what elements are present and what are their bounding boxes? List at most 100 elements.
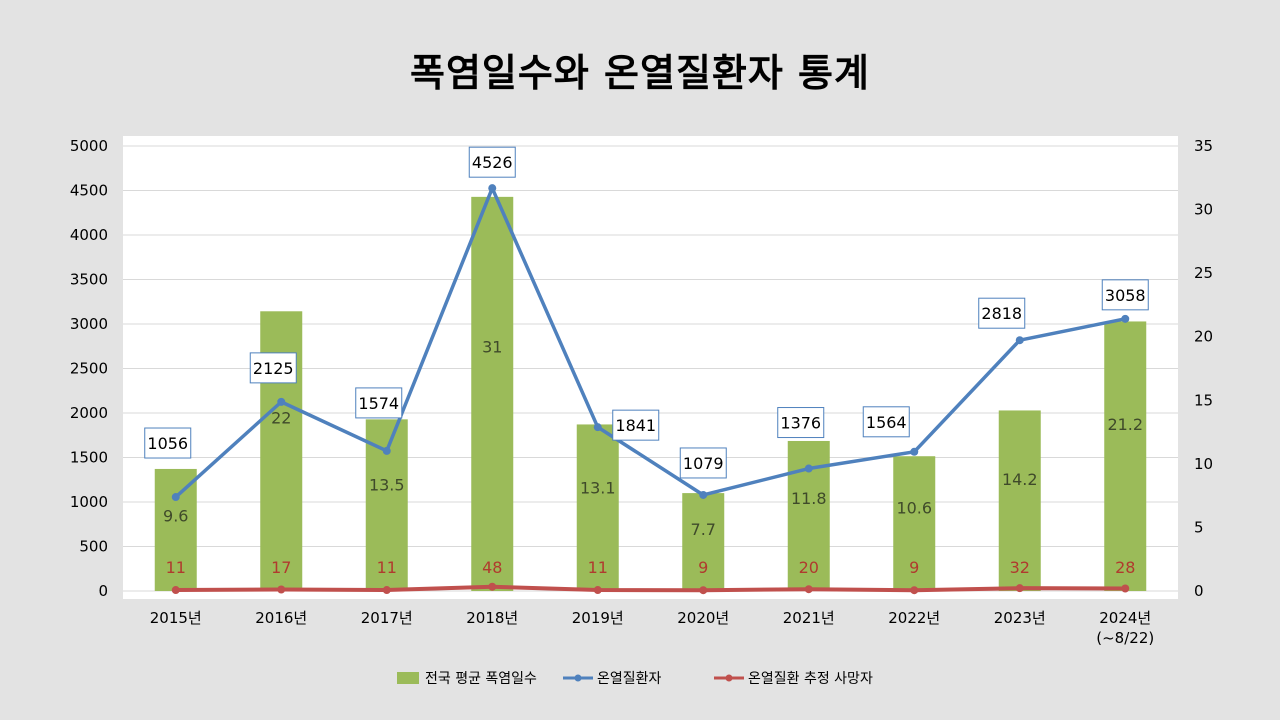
patient-label-box bbox=[468, 146, 516, 178]
patient-label-text: 1841 bbox=[615, 416, 656, 435]
y-right-tick-label: 10 bbox=[1194, 455, 1213, 473]
patient-data-label: 1564 bbox=[862, 406, 910, 438]
bar-data-label: 14.2 bbox=[1002, 470, 1038, 489]
y-right-tick-label: 0 bbox=[1194, 582, 1204, 600]
bar-data-label: 21.2 bbox=[1107, 415, 1143, 434]
death-data-label: 9 bbox=[698, 558, 708, 577]
deaths-point bbox=[593, 586, 602, 595]
x-tick-label: 2024년 bbox=[1099, 609, 1151, 627]
patient-data-label: 1056 bbox=[144, 427, 192, 459]
patient-data-label: 4526 bbox=[468, 146, 516, 178]
patient-data-label: 1574 bbox=[355, 387, 403, 419]
bar bbox=[576, 424, 619, 591]
deaths-point bbox=[1121, 584, 1130, 593]
y-left-tick-label: 5000 bbox=[70, 137, 108, 155]
x-tick-label: 2021년 bbox=[783, 609, 835, 627]
death-data-label: 32 bbox=[1010, 558, 1030, 577]
patients-point bbox=[277, 397, 286, 406]
patients-line bbox=[174, 186, 1127, 499]
patients-point bbox=[1015, 336, 1024, 345]
patient-label-text: 2125 bbox=[253, 359, 294, 378]
patient-label-text: 3058 bbox=[1105, 286, 1146, 305]
y-right-tick-label: 15 bbox=[1194, 391, 1213, 409]
x-tick-label: (~8/22) bbox=[1096, 629, 1154, 647]
chart-title: 폭염일수와 온열질환자 통계 bbox=[410, 51, 870, 95]
y-right-tick-label: 5 bbox=[1194, 518, 1204, 536]
y-left-tick-label: 4500 bbox=[70, 182, 108, 200]
patients-point bbox=[171, 493, 180, 502]
bar bbox=[471, 196, 514, 591]
patient-data-label: 1376 bbox=[777, 407, 825, 439]
x-tick-label: 2016년 bbox=[255, 609, 307, 627]
deaths-line bbox=[173, 584, 1128, 593]
patients-point bbox=[382, 446, 391, 455]
y-right-tick-label: 20 bbox=[1194, 328, 1213, 346]
y-right-tick-label: 25 bbox=[1194, 264, 1213, 282]
bar bbox=[998, 410, 1041, 591]
x-tick-label: 2019년 bbox=[572, 609, 624, 627]
bar bbox=[1104, 321, 1147, 591]
deaths-point bbox=[171, 586, 180, 595]
deaths-point bbox=[699, 586, 708, 595]
death-data-label: 11 bbox=[588, 558, 608, 577]
bar-data-label: 22 bbox=[271, 409, 291, 428]
patient-label-box bbox=[249, 352, 297, 384]
patient-label-box bbox=[144, 427, 192, 459]
x-tick-label: 2015년 bbox=[150, 609, 202, 627]
legend-swatch bbox=[397, 672, 419, 684]
bar-data-label: 13.5 bbox=[369, 476, 405, 495]
bar-data-label: 31 bbox=[482, 338, 502, 357]
patient-label-box bbox=[679, 447, 727, 479]
legend-label: 온열질환 추정 사망자 bbox=[748, 671, 873, 687]
bar-data-label: 9.6 bbox=[163, 506, 188, 525]
death-data-label: 11 bbox=[166, 558, 186, 577]
y-left-tick-label: 3000 bbox=[70, 315, 108, 333]
bar bbox=[893, 456, 936, 591]
deaths-point bbox=[1015, 584, 1024, 593]
patient-label-text: 1376 bbox=[780, 414, 821, 433]
x-tick-label: 2018년 bbox=[466, 609, 518, 627]
y-right-tick-label: 35 bbox=[1194, 137, 1213, 155]
patients-point bbox=[699, 490, 708, 499]
legend-item: 온열질환자 bbox=[563, 671, 662, 687]
deaths-point bbox=[910, 586, 919, 595]
legend: 전국 평균 폭염일수 온열질환자 온열질환 추정 사망자 bbox=[397, 671, 873, 687]
patient-label-text: 4526 bbox=[472, 153, 513, 172]
patient-data-label: 3058 bbox=[1101, 279, 1149, 311]
death-data-label: 11 bbox=[377, 558, 397, 577]
y-left-tick-label: 500 bbox=[79, 538, 108, 556]
y-left-tick-label: 0 bbox=[98, 582, 108, 600]
patient-label-text: 1564 bbox=[866, 413, 907, 432]
patient-label-box bbox=[1101, 279, 1149, 311]
y-left-tick-label: 3500 bbox=[70, 271, 108, 289]
patient-data-label: 1079 bbox=[679, 447, 727, 479]
patients-point bbox=[1121, 314, 1130, 323]
legend-label: 온열질환자 bbox=[597, 671, 662, 687]
death-data-label: 48 bbox=[482, 558, 502, 577]
y-left-tick-label: 4000 bbox=[70, 226, 108, 244]
patient-data-label: 2818 bbox=[978, 297, 1026, 329]
y-left-tick-label: 1500 bbox=[70, 449, 108, 467]
patients-point bbox=[593, 423, 602, 432]
patient-label-box bbox=[862, 406, 910, 438]
death-data-label: 20 bbox=[799, 558, 819, 577]
x-tick-label: 2017년 bbox=[361, 609, 413, 627]
x-tick-label: 2020년 bbox=[677, 609, 729, 627]
bar bbox=[682, 493, 725, 591]
bar-data-label: 7.7 bbox=[691, 520, 716, 539]
legend-marker bbox=[574, 674, 582, 682]
bar bbox=[154, 468, 197, 591]
deaths-point bbox=[804, 585, 813, 594]
y-left-tick-label: 2000 bbox=[70, 404, 108, 422]
patients-point bbox=[910, 447, 919, 456]
patient-label-box bbox=[612, 409, 660, 441]
legend-item: 전국 평균 폭염일수 bbox=[397, 671, 537, 687]
y-left-tick-label: 1000 bbox=[70, 493, 108, 511]
deaths-point bbox=[488, 582, 497, 591]
death-data-label: 17 bbox=[271, 558, 291, 577]
x-tick-label: 2022년 bbox=[888, 609, 940, 627]
patients-point bbox=[804, 464, 813, 473]
patient-data-label: 1841 bbox=[612, 409, 660, 441]
patient-label-text: 1574 bbox=[358, 394, 399, 413]
